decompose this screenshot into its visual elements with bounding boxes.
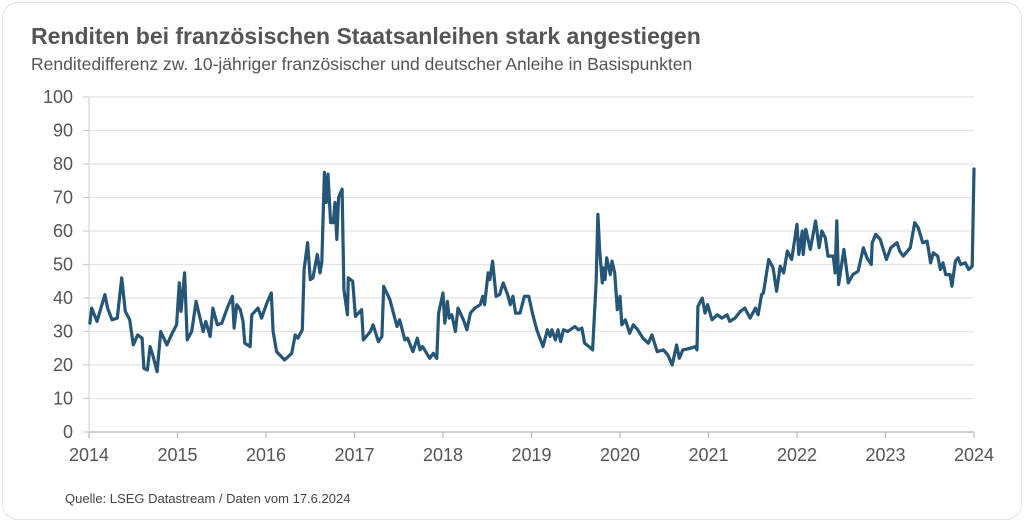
x-axis: 2014 2015 2016 2017 2018 2019 2020 2021 2022 2023…: [69, 431, 994, 465]
y-tick-label: 30: [53, 322, 73, 342]
x-tick-label: 2022: [777, 445, 817, 465]
y-tick-label: 90: [53, 121, 73, 141]
y-axis: 0 10 20 30 40 50 60 70 80 90 100: [43, 87, 90, 442]
y-tick-label: 60: [53, 221, 73, 241]
spread-line: [88, 167, 976, 374]
x-tick-label: 2015: [157, 445, 197, 465]
x-tick-label: 2020: [600, 445, 640, 465]
x-tick-label: 2021: [688, 445, 728, 465]
chart-title: Renditen bei französischen Staatsanleihe…: [31, 23, 701, 49]
y-tick-label: 100: [43, 87, 73, 107]
x-tick-label: 2024: [954, 445, 994, 465]
x-tick-label: 2023: [865, 445, 905, 465]
y-tick-label: 50: [53, 255, 73, 275]
y-tick-label: 10: [53, 389, 73, 409]
y-tick-label: 70: [53, 188, 73, 208]
x-tick-label: 2014: [69, 445, 109, 465]
x-tick-label: 2019: [511, 445, 551, 465]
y-tick-label: 20: [53, 355, 73, 375]
source-note: Quelle: LSEG Datastream / Daten vom 17.6…: [65, 491, 351, 506]
y-tick-label: 0: [63, 422, 73, 442]
x-tick-label: 2017: [334, 445, 374, 465]
series-layer: [88, 167, 976, 374]
gridlines: [89, 96, 974, 400]
x-tick-label: 2016: [246, 445, 286, 465]
chart-subtitle: Renditedifferenz zw. 10-jähriger französ…: [31, 54, 693, 74]
y-tick-label: 80: [53, 154, 73, 174]
y-tick-label: 40: [53, 288, 73, 308]
x-tick-label: 2018: [423, 445, 463, 465]
